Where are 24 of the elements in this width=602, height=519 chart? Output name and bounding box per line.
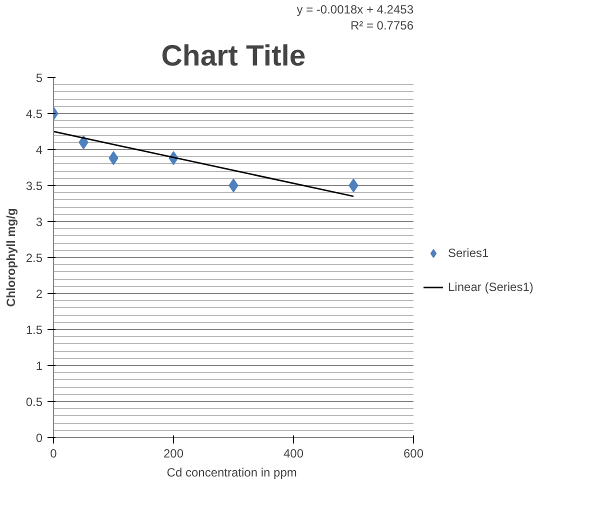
- y-tick-label: 5: [36, 71, 43, 85]
- text: R² = 0.7756: [350, 18, 414, 32]
- y-tick-label: 2: [36, 287, 43, 301]
- text: y = -0.0018x + 4.2453: [296, 2, 414, 16]
- point: [348, 178, 358, 192]
- y-tick-label: 0.5: [26, 395, 43, 409]
- x-tick-label: 600: [403, 446, 424, 460]
- x-tick-label: 200: [163, 446, 184, 460]
- y-tick-label: 0: [36, 431, 43, 445]
- legend-label: Series1: [448, 246, 489, 260]
- point: [228, 178, 238, 192]
- x-tick-label: 0: [50, 446, 58, 460]
- legend-label: Linear (Series1): [448, 280, 534, 294]
- y-tick-label: 4: [36, 143, 43, 157]
- y-tick-label: 2.5: [26, 251, 43, 265]
- y-tick-label: 1.5: [26, 323, 43, 337]
- y-tick-label: 1: [36, 359, 43, 373]
- x-tick-label: 400: [283, 446, 304, 460]
- x-axis-title: Cd concentration in ppm: [166, 466, 297, 480]
- y-tick-label: 3: [36, 215, 43, 229]
- chart-title: Chart Title: [161, 40, 306, 72]
- y-axis-title: Chlorophyll mg/g: [4, 208, 18, 307]
- y-tick-label: 4.5: [26, 107, 43, 121]
- y-tick-label: 3.5: [26, 179, 43, 193]
